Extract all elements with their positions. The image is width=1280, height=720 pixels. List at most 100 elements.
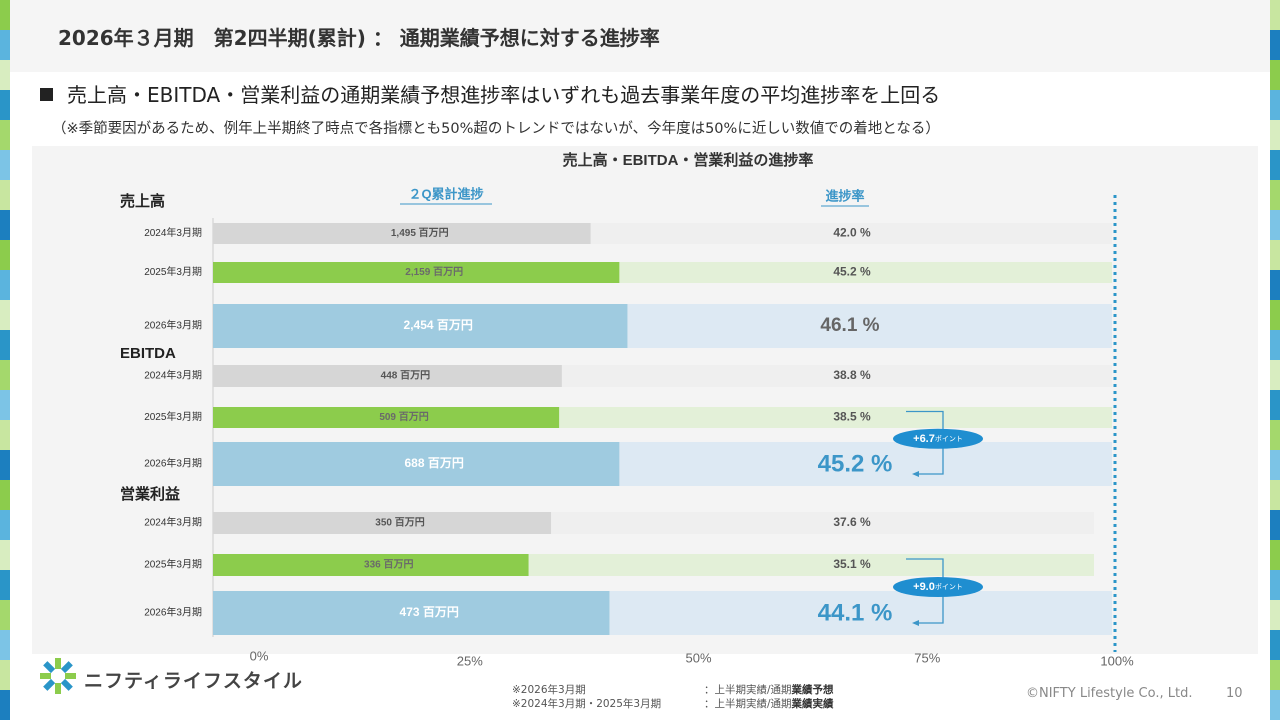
stripe-segment — [1270, 330, 1280, 360]
stripe-segment — [1270, 600, 1280, 630]
stripe-segment — [1270, 0, 1280, 30]
header-band — [10, 0, 1270, 72]
stripe-segment — [1270, 30, 1280, 60]
header-progress-rate: 進捗率 — [825, 188, 864, 203]
stripe-segment — [0, 240, 10, 270]
page-title: 2026年３月期 第2四半期(累計) ： 通期業績予想に対する進捗率 — [58, 26, 660, 50]
x-tick-label: 75% — [914, 650, 940, 665]
stripe-segment — [1270, 120, 1280, 150]
stripe-segment — [1270, 150, 1280, 180]
period-label: 2024年3月期 — [144, 516, 202, 529]
footnote-2-right-plain: ：上半期実績/通期 — [704, 698, 792, 710]
delta-badge-text: +6.7ポイント — [913, 433, 963, 445]
stripe-segment — [1270, 420, 1280, 450]
footnote-2-left: ※2024年3月期・2025年3月期 — [512, 698, 662, 710]
footnote-1-right-bold: 業績予想 — [791, 684, 834, 696]
period-label: 2026年3月期 — [144, 319, 202, 332]
period-label: 2025年3月期 — [144, 410, 202, 423]
stripe-segment — [0, 30, 10, 60]
stripe-segment — [1270, 300, 1280, 330]
stripe-segment — [0, 420, 10, 450]
group-label-0: 売上高 — [120, 192, 165, 210]
stripe-segment — [1270, 180, 1280, 210]
progress-bar — [213, 223, 591, 244]
stripe-segment — [1270, 360, 1280, 390]
progress-rate-label: 45.2 % — [833, 265, 871, 279]
chart-title: 売上高・EBITDA・営業利益の進捗率 — [563, 151, 814, 169]
delta-value: +6.7 — [913, 433, 935, 445]
x-tick-label: 25% — [457, 653, 483, 668]
progress-rate-label: 38.5 % — [833, 410, 871, 424]
seasonality-note: （※季節要因があるため、例年上半期終了時点で各指標とも50%超のトレンドではない… — [52, 121, 940, 137]
stripe-segment — [0, 270, 10, 300]
progress-rate-label: 46.1 % — [820, 315, 879, 336]
amount-label: 509 百万円 — [379, 411, 428, 423]
progress-rate-label: 38.8 % — [833, 368, 871, 382]
stripe-segment — [1270, 660, 1280, 690]
x-tick-label: 100% — [1100, 653, 1134, 668]
stripe-segment — [1270, 540, 1280, 570]
stripe-segment — [1270, 90, 1280, 120]
delta-badge — [893, 577, 983, 597]
stripe-segment — [1270, 450, 1280, 480]
logo-text: ニフティライフスタイル — [84, 670, 303, 692]
stripe-segment — [0, 690, 10, 720]
stripe-segment — [0, 330, 10, 360]
footnote-2-right: ：上半期実績/通期業績実績 — [704, 696, 834, 711]
footnote-1-right-plain: ：上半期実績/通期 — [704, 684, 792, 696]
stripe-segment — [1270, 630, 1280, 660]
stripe-segment — [0, 450, 10, 480]
amount-label: 688 百万円 — [404, 456, 463, 470]
stripe-segment — [0, 210, 10, 240]
stripe-segment — [0, 390, 10, 420]
group-label-1: EBITDA — [120, 345, 176, 362]
period-label: 2024年3月期 — [144, 226, 202, 239]
period-label: 2024年3月期 — [144, 369, 202, 382]
stripe-segment — [1270, 570, 1280, 600]
period-label: 2025年3月期 — [144, 265, 202, 278]
delta-suffix: ポイント — [935, 583, 963, 591]
headline: 売上高・EBITDA・営業利益の通期業績予想進捗率はいずれも過去事業年度の平均進… — [40, 79, 940, 108]
progress-bar — [213, 554, 529, 576]
copyright: ©NIFTY Lifestyle Co., Ltd. — [1026, 686, 1193, 701]
x-tick-label: 50% — [685, 650, 711, 665]
period-label: 2025年3月期 — [144, 558, 202, 571]
amount-label: 2,159 百万円 — [405, 266, 463, 278]
stripe-segment — [0, 360, 10, 390]
amount-label: 350 百万円 — [375, 517, 424, 529]
progress-rate-label: 42.0 % — [833, 226, 871, 240]
stripe-segment — [0, 630, 10, 660]
stripe-segment — [0, 90, 10, 120]
progress-bar — [213, 512, 552, 534]
progress-rate-label: 35.1 % — [833, 557, 871, 571]
stripe-segment — [1270, 60, 1280, 90]
progress-bar — [213, 304, 628, 348]
progress-bar — [213, 407, 560, 428]
page-number: 10 — [1226, 686, 1243, 701]
stripe-segment — [1270, 210, 1280, 240]
stripe-segment — [0, 480, 10, 510]
footnote-1-right: ：上半期実績/通期業績予想 — [704, 682, 834, 697]
progress-bar — [213, 591, 610, 635]
stripe-segment — [0, 600, 10, 630]
progress-rate-label: 44.1 % — [818, 599, 893, 626]
progress-bar — [213, 442, 620, 486]
stripe-segment — [0, 510, 10, 540]
stripe-segment — [0, 300, 10, 330]
progress-rate-label: 37.6 % — [833, 515, 871, 529]
group-label-2: 営業利益 — [120, 485, 180, 503]
progress-bar — [213, 262, 620, 283]
nifty-logo-icon — [40, 658, 76, 694]
stripe-segment — [0, 570, 10, 600]
stripe-segment — [1270, 270, 1280, 300]
stripe-segment — [1270, 240, 1280, 270]
right-decor-stripe — [1270, 0, 1280, 720]
delta-value: +9.0 — [913, 581, 935, 593]
headline-text: 売上高・EBITDA・営業利益の通期業績予想進捗率はいずれも過去事業年度の平均進… — [67, 83, 941, 107]
amount-label: 336 百万円 — [364, 559, 413, 571]
left-decor-stripe — [0, 0, 10, 720]
stripe-segment — [0, 150, 10, 180]
bullet-square-icon — [40, 88, 53, 101]
stripe-segment — [0, 540, 10, 570]
stripe-segment — [0, 0, 10, 30]
